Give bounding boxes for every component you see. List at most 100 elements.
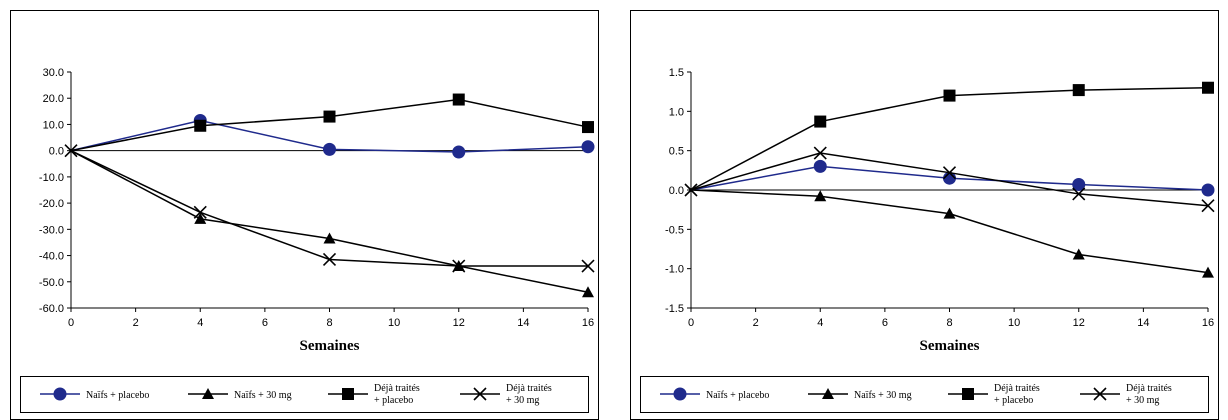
origin-marker [64,144,78,158]
y-tick-label: -1.5 [665,303,684,315]
right-series-2 [690,81,1214,191]
x-tick-label: 6 [262,317,268,329]
y-tick-label: -20.0 [39,198,64,210]
chart-panel-right: 1.5 1.0 0.5 0.0 -0.5 -1.0 -1.5 0 2 4 6 8 10 12 14 16 Sem… [630,0,1220,420]
data-point [452,259,466,273]
legend-marker [53,387,67,401]
data-point [942,166,957,180]
chart-frame [630,10,1219,420]
data-point [943,89,956,102]
left-series-2 [70,93,594,152]
legend-entry: Naïfs + 30 mg [808,388,912,401]
legend-box [640,376,1209,413]
data-point [452,145,466,159]
series-line [70,150,589,294]
legend-label: + placebo [374,395,413,406]
data-point [814,115,827,128]
legend-label: + 30 mg [506,395,539,406]
data-point [813,159,827,173]
line-chart-left: 30.0 20.0 10.0 0.0 -10.0 -20.0 -30.0 -40.0 -50.0… [10,10,599,420]
y-tick-label: -10.0 [39,172,64,184]
data-point [581,140,595,154]
legend-label: Naïfs + 30 mg [234,390,292,401]
legend-label: + 30 mg [1126,395,1159,406]
right-series-3 [690,146,1215,213]
x-tick-label: 10 [1008,317,1020,329]
origin-marker [684,183,698,197]
data-point [1072,248,1085,260]
chart-panel-left: 30.0 20.0 10.0 0.0 -10.0 -20.0 -30.0 -40.0 -50.0… [10,0,600,420]
legend-label: Naïfs + placebo [706,390,769,401]
y-tick-label: -1.0 [665,264,684,276]
legend-entry: Déjà traités+ 30 mg [460,383,552,406]
legend-entry: Naïfs + placebo [660,387,769,401]
x-tick-label: 16 [1202,317,1214,329]
x-tick-label: 14 [1137,317,1149,329]
series-line [690,189,1209,274]
legend-entry: Déjà traités+ placebo [948,383,1040,406]
x-tick-label: 6 [882,317,888,329]
legend-label: Déjà traités [1126,383,1172,394]
data-point [582,121,594,134]
x-tick-label: 2 [133,317,139,329]
y-tick-label: -40.0 [39,251,64,263]
data-point [323,110,336,123]
legend-entry: Déjà traités+ 30 mg [1080,383,1172,406]
origin-point [64,144,78,158]
data-point [323,232,336,244]
data-point [813,146,827,160]
x-axis-title: Semaines [300,338,360,354]
x-tick-label: 0 [68,317,74,329]
data-point [1072,187,1086,201]
y-tick-label: 1.0 [669,106,684,118]
data-point [1072,84,1085,97]
data-point [1202,81,1214,94]
legend-entry: Déjà traités+ placebo [328,383,420,406]
legend-entry: Naïfs + placebo [40,387,149,401]
data-point [194,119,207,132]
legend-marker [202,388,214,399]
y-tick-label: -60.0 [39,303,64,315]
x-tick-label: 10 [388,317,400,329]
legend-label: Déjà traités [506,383,552,394]
legend-marker [673,387,687,401]
data-point [943,207,956,219]
y-tick-label: -0.5 [665,224,684,236]
origin-point [684,183,698,197]
legend-box [20,376,589,413]
data-point [194,212,207,224]
x-tick-label: 12 [1073,317,1085,329]
legend-marker [1093,387,1107,401]
data-point [582,286,594,298]
legend-label: + placebo [994,395,1033,406]
data-point [581,259,595,273]
y-tick-label: 0.5 [669,146,684,158]
x-tick-label: 0 [688,317,694,329]
line-chart-right: 1.5 1.0 0.5 0.0 -0.5 -1.0 -1.5 0 2 4 6 8 10 12 14 16 Sem… [630,10,1219,420]
legend-marker [342,388,354,400]
y-tick-label: 10.0 [43,119,64,131]
data-point [452,93,465,106]
data-point [323,142,336,156]
chart-frame [10,10,599,420]
y-tick-label: 1.5 [669,67,684,79]
x-tick-label: 8 [326,317,332,329]
series-line [70,149,588,267]
right-series-1 [690,189,1214,278]
x-axis-title: Semaines [920,338,980,354]
y-tick-label: -30.0 [39,224,64,236]
data-point [1202,266,1214,278]
x-tick-label: 14 [517,317,529,329]
data-point [814,190,827,202]
legend-marker [962,388,974,400]
x-tick-label: 12 [453,317,465,329]
legend-label: Déjà traités [994,383,1040,394]
data-point [322,252,337,267]
y-tick-label: 0.0 [49,146,64,158]
data-point [193,205,207,219]
y-tick-label: 30.0 [43,67,64,79]
y-tick-label: -50.0 [39,277,64,289]
legend-label: Naïfs + placebo [86,390,149,401]
x-tick-label: 4 [197,317,203,329]
x-tick-label: 4 [817,317,823,329]
